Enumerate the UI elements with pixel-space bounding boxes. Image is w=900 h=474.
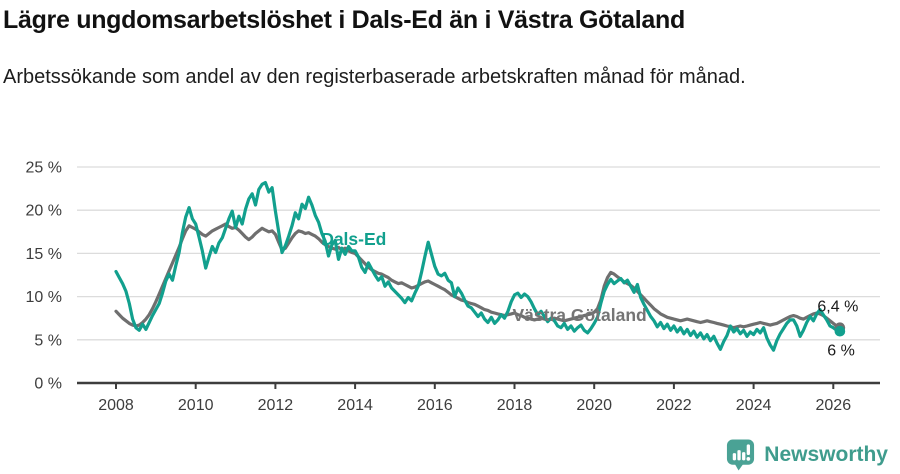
end-value-label-v-stra-g-taland: 6,4 % [817,298,858,315]
series-label-dals-ed: Dals-Ed [321,229,386,249]
x-tick-label: 2010 [178,397,214,414]
x-tick-label: 2024 [736,397,772,414]
x-tick-label: 2016 [417,397,453,414]
y-tick-label: 5 % [34,332,62,349]
end-value-label-dals-ed: 6 % [827,342,855,359]
chart-title: Lägre ungdomsarbetslöshet i Dals-Ed än i… [3,6,685,34]
chart-subtitle: Arbetssökande som andel av den registerb… [3,66,746,88]
x-tick-label: 2018 [497,397,533,414]
y-tick-label: 15 % [26,246,62,263]
y-tick-label: 10 % [26,289,62,306]
x-tick-label: 2014 [337,397,373,414]
y-tick-label: 0 % [34,376,62,393]
x-tick-label: 2020 [576,397,612,414]
series-end-dot-dals-ed [834,325,846,337]
newsworthy-brand-text: Newsworthy [764,443,888,466]
series-line-dals-ed [114,181,842,352]
x-tick-label: 2012 [258,397,294,414]
series-line-v-stra-g-taland [114,222,842,330]
x-tick-label: 2022 [656,397,692,414]
y-tick-label: 25 % [26,160,62,177]
series-label-v-stra-g-taland: Västra Götaland [513,305,647,325]
newsworthy-logo-icon [727,439,755,471]
newsworthy-branding[interactable]: Newsworthy [725,438,888,472]
y-tick-label: 20 % [26,203,62,220]
x-tick-label: 2026 [816,397,852,414]
x-tick-label: 2008 [98,397,134,414]
